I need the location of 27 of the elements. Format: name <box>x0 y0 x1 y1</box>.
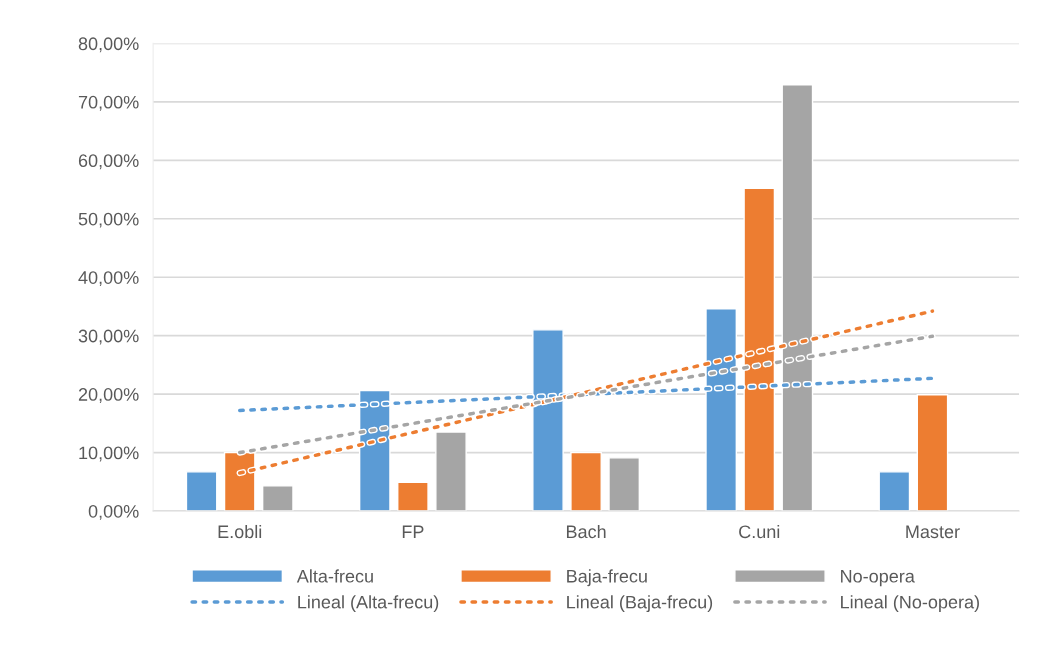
x-tick-label: Master <box>906 525 960 539</box>
legend-label: Lineal (Alta-frecu) <box>298 595 439 613</box>
y-tick-label: 70,00% <box>78 95 139 111</box>
bar <box>608 457 641 512</box>
bar <box>261 485 294 512</box>
bar <box>570 451 602 512</box>
legend-label: Lineal (No-opera) <box>841 595 979 613</box>
y-tick-label: 20,00% <box>78 388 139 403</box>
legend-label: Baja-frecu <box>567 569 647 587</box>
y-tick-label: 30,00% <box>78 329 139 345</box>
x-tick-label: C.uni <box>739 524 780 539</box>
legend-label: Lineal (Baja-frecu) <box>567 595 713 613</box>
bar <box>916 394 949 512</box>
legend-label: Alta-frecu <box>296 569 373 583</box>
legend-label: No-opera <box>841 570 915 587</box>
bar <box>878 471 911 512</box>
x-tick-label: FP <box>402 525 424 538</box>
y-tick-label: 60,00% <box>78 154 139 170</box>
bar <box>185 471 218 512</box>
x-tick-label: Bach <box>566 524 606 539</box>
y-tick-label: 40,00% <box>78 271 139 287</box>
y-tick-label: 10,00% <box>79 446 139 462</box>
y-tick-label: 0,00% <box>88 504 139 520</box>
x-tick-label: E.obli <box>218 524 262 539</box>
bar <box>397 481 429 512</box>
y-tick-label: 50,00% <box>78 212 139 228</box>
y-tick-label: 80,00% <box>78 37 139 53</box>
